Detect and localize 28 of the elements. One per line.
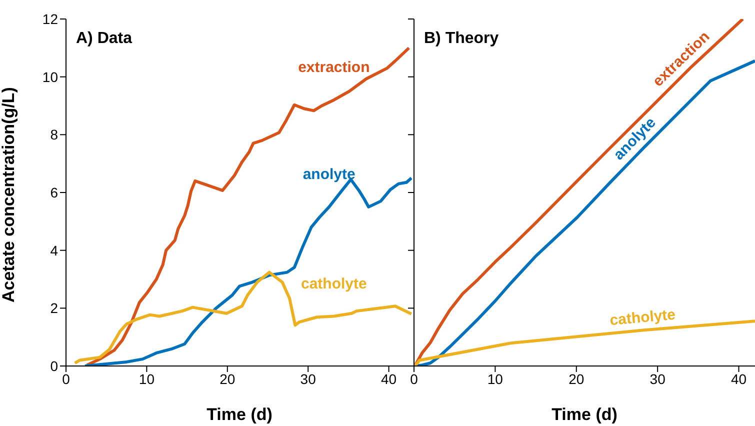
x-tick-label: 40 (730, 370, 747, 387)
series-label: catholyte (300, 275, 367, 292)
y-tick-label: 6 (50, 184, 58, 200)
x-tick-label: 0 (62, 370, 70, 387)
text: A) Data (76, 30, 132, 47)
y-tick-label: 2 (50, 300, 58, 316)
x-tick-label: 30 (650, 370, 666, 387)
y-tick-label: 10 (42, 68, 58, 85)
x-tick-label: 10 (138, 370, 155, 387)
y-axis-title: Acetate concentration(g/L) (0, 87, 18, 302)
line-series (85, 46, 410, 366)
y-tick-label: 4 (50, 242, 58, 258)
x-tick-label: 30 (300, 370, 316, 387)
x-axis-title: Time (d) (552, 405, 618, 424)
y-tick-label: 0 (50, 358, 58, 374)
text: catholyte (609, 306, 676, 330)
x-axis-title: Time (d) (206, 405, 272, 424)
x-tick-label: 10 (487, 370, 504, 387)
series-label: extraction (298, 58, 370, 76)
y-tick-label: 8 (50, 126, 58, 143)
x-tick-label: 20 (568, 370, 584, 387)
text: B) Theory (424, 30, 499, 47)
x-tick-label: 0 (410, 370, 418, 387)
x-tick-label: 20 (220, 370, 236, 387)
y-tick-label: 12 (42, 10, 58, 27)
line-series (73, 270, 413, 365)
x-tick-label: 40 (381, 370, 397, 387)
series-label: anolyte (302, 166, 356, 183)
